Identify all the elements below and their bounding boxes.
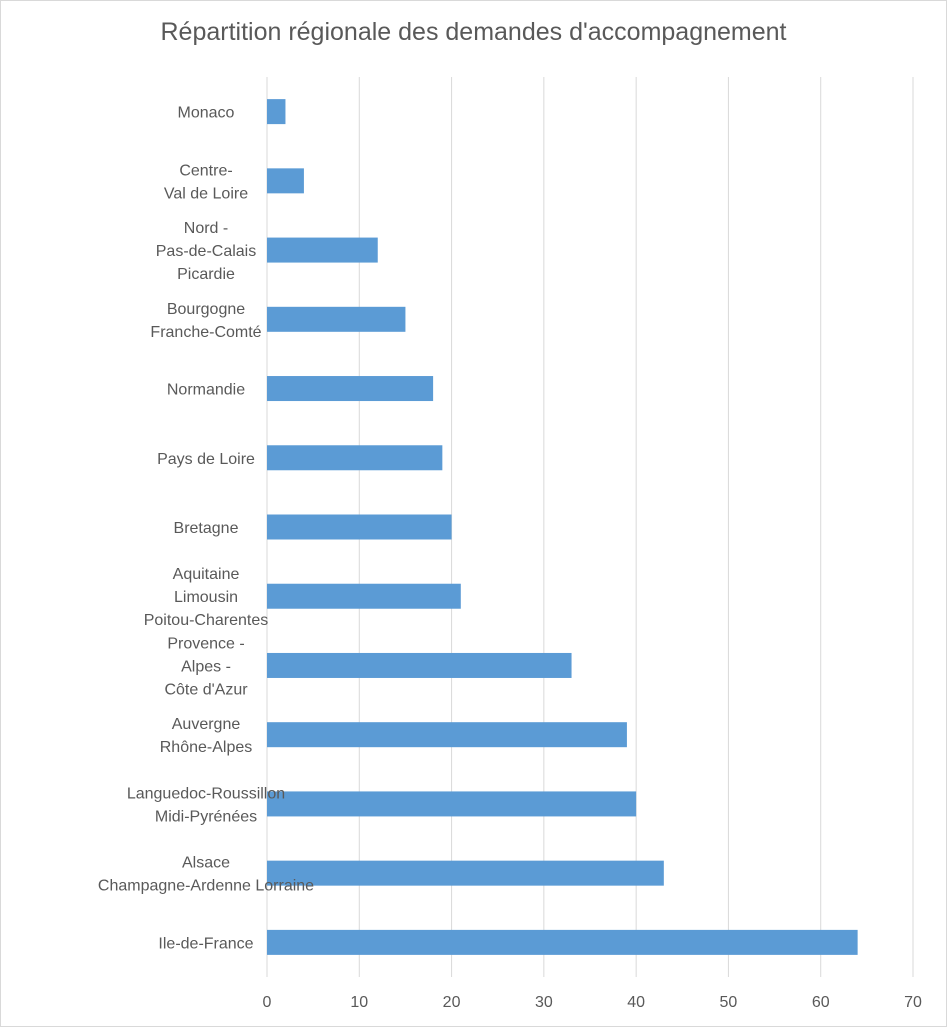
x-tick-label: 10 [350,994,368,1011]
bar [267,445,443,471]
category-label: Normandie [167,382,245,399]
category-label: Poitou-Charentes [144,612,269,629]
chart-title: Répartition régionale des demandes d'acc… [160,18,787,46]
category-label: Pays de Loire [157,451,255,468]
bar [267,99,286,125]
bar [267,376,434,402]
category-labels: Monaco Centre- Val de Loire Nord - Pas-de-Ca… [98,105,314,953]
x-tick-label: 60 [812,994,830,1011]
category-label: Bretagne [174,520,239,537]
category-label: Nord - [184,220,228,237]
bar [267,168,304,194]
bar [267,306,406,332]
category-label: Limousin [174,589,238,606]
x-axis-ticks: 0 10 20 30 40 50 60 70 [263,994,922,1011]
bar [267,860,664,886]
category-label: Languedoc-Roussillon [127,785,285,802]
category-label: Bourgogne [167,301,245,318]
category-label: Provence - [167,635,244,652]
category-label: Rhône-Alpes [160,739,253,756]
category-label: Pas-de-Calais [156,243,256,260]
category-label: Aquitaine [173,566,240,583]
category-label: Champagne-Ardenne Lorraine [98,878,314,895]
category-label: Côte d'Azur [164,681,248,698]
x-tick-label: 70 [904,994,922,1011]
bar [267,791,637,817]
bars [267,99,858,955]
category-label: Alpes - [181,658,231,675]
gridlines [266,77,914,977]
category-label: Picardie [177,266,235,283]
category-label: Franche-Comté [150,324,261,341]
x-tick-label: 20 [443,994,461,1011]
bar [267,652,572,678]
bar [267,237,378,263]
category-label: Val de Loire [164,185,248,202]
x-tick-label: 40 [627,994,645,1011]
bar [267,514,452,540]
x-tick-label: 30 [535,994,553,1011]
x-tick-label: 0 [263,994,272,1011]
category-label: Centre- [179,162,232,179]
x-tick-label: 50 [720,994,738,1011]
category-label: Auvergne [172,716,241,733]
bar [267,929,858,955]
category-label: Monaco [178,105,235,122]
bar [267,722,627,748]
category-label: Alsace [182,855,230,872]
bar [267,583,461,609]
category-label: Midi-Pyrénées [155,808,257,825]
category-label: Ile-de-France [158,935,253,952]
